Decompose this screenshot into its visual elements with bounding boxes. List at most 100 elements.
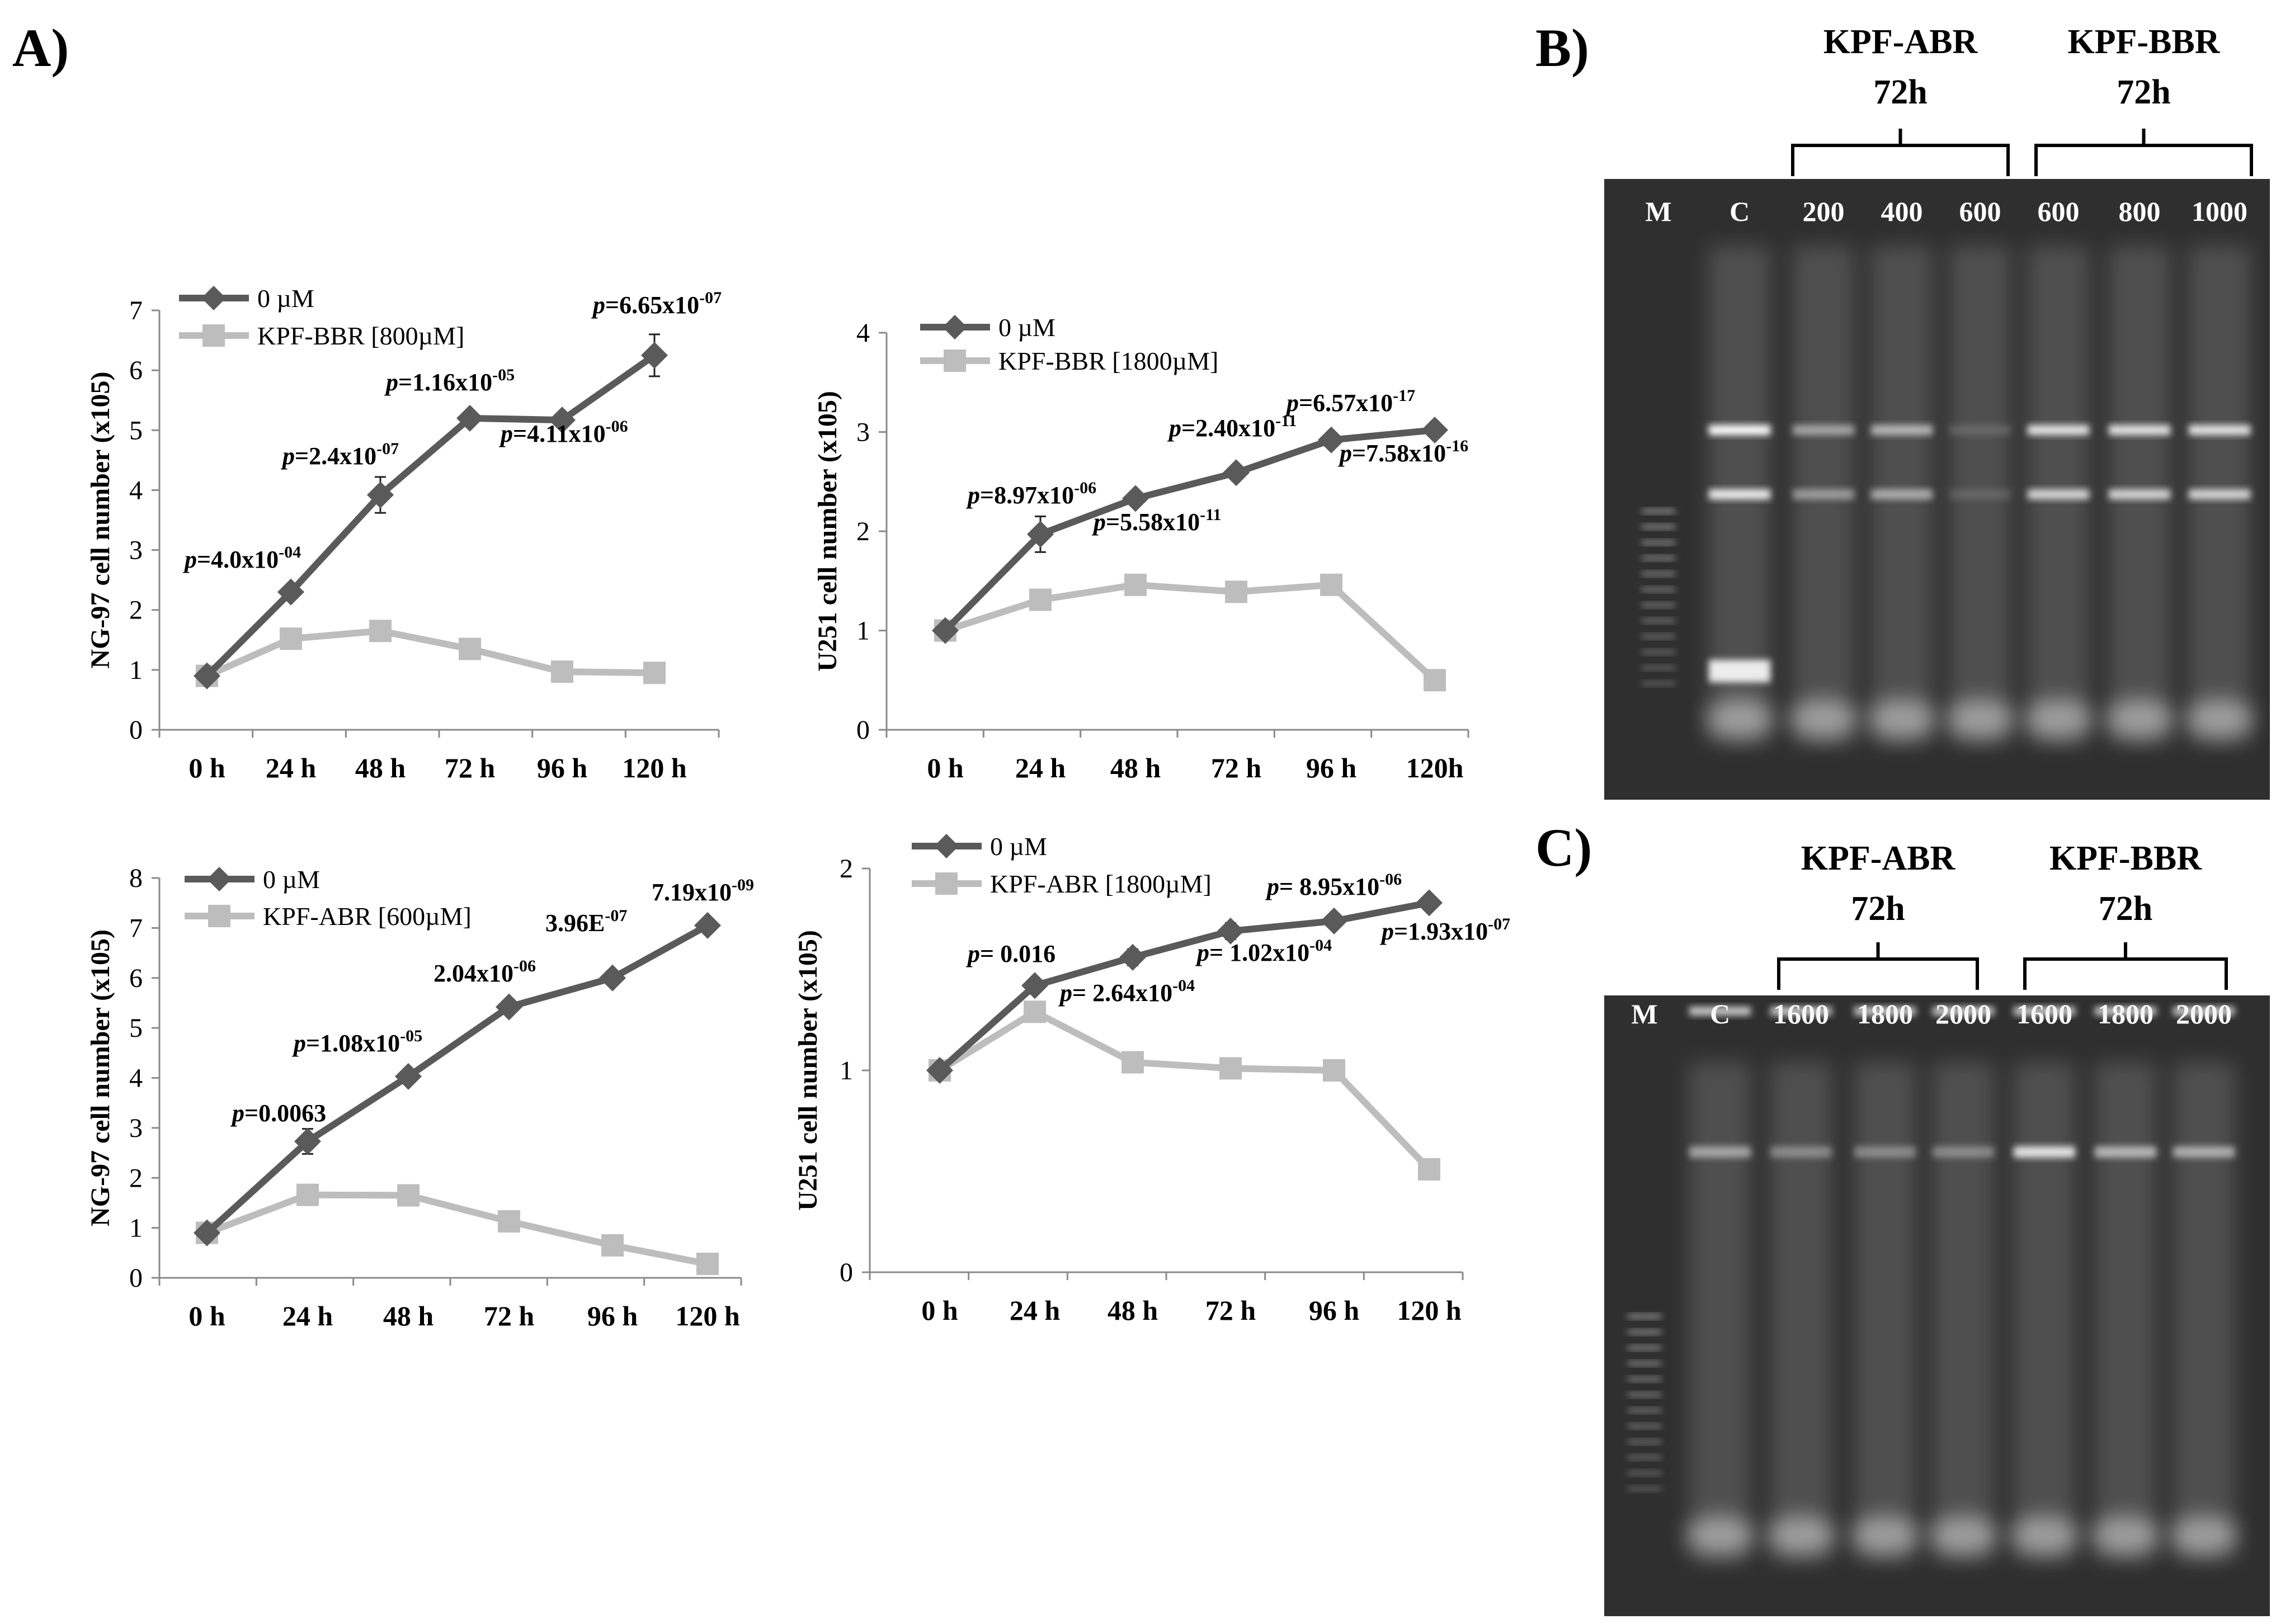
p-value-annotation: p= 1.02x10-04 (1195, 936, 1332, 966)
p-value-exponent: -07 (605, 907, 627, 925)
dna-band (1689, 1146, 1751, 1158)
dna-band-upper (2028, 425, 2089, 435)
p-value-exponent: -05 (492, 366, 515, 384)
p-value-exponent: -07 (699, 289, 722, 307)
ladder-band (1628, 1314, 1661, 1319)
x-tick-label: 0 h (189, 752, 225, 783)
y-tick-label: 0 (856, 715, 870, 745)
lane-bottom-glow (2186, 699, 2253, 738)
p-value-text: =1.08x10 (306, 1030, 400, 1057)
group-time-right: 72h (2099, 890, 2152, 928)
panel-label-a: A) (12, 18, 69, 78)
data-point-square (1029, 588, 1052, 611)
lane-bottom-glow (1868, 699, 1935, 738)
p-value-text: =4.0x10 (197, 546, 279, 573)
lane-bottom-glow (2106, 699, 2173, 738)
legend-label: KPF-ABR [600µM] (263, 902, 472, 931)
data-point-square (643, 662, 666, 684)
legend-marker (943, 315, 967, 339)
ladder-band (1628, 1486, 1661, 1491)
series-line (204, 352, 657, 678)
legend-marker (935, 872, 958, 895)
p-value-exponent: -05 (400, 1027, 422, 1045)
dna-band-upper (1871, 425, 1933, 435)
y-tick-label: 7 (129, 913, 143, 943)
p-symbol: p (498, 420, 513, 447)
dna-band-lower (2028, 489, 2089, 499)
dna-band (2095, 1146, 2156, 1158)
y-tick-label: 6 (129, 964, 143, 993)
y-tick-label: 0 (129, 1263, 143, 1293)
group-time-right: 72h (2117, 73, 2170, 111)
ladder-band (1628, 1455, 1661, 1460)
p-symbol: p (965, 481, 980, 509)
p-value-annotation: p=6.65x10-07 (591, 289, 722, 319)
lane-smear (2095, 1063, 2156, 1560)
p-value-exponent: -16 (1446, 437, 1468, 455)
p-value-annotation: p= 8.95x10-06 (1265, 870, 1402, 900)
p-value-text: 3.96E (545, 909, 605, 937)
data-point-diamond (395, 1063, 422, 1090)
p-symbol: p (1284, 389, 1299, 417)
y-tick-label: 1 (856, 616, 870, 646)
ladder-band (1642, 603, 1675, 607)
p-symbol: p (1167, 414, 1181, 442)
well-band (2095, 1007, 2156, 1016)
ladder-band (1642, 540, 1675, 545)
lane-label: 800 (2119, 196, 2161, 227)
p-value-exponent: -07 (376, 440, 399, 458)
p-value-exponent: -06 (606, 417, 628, 436)
data-point-diamond (694, 912, 721, 939)
data-point-diamond (1119, 943, 1146, 971)
y-tick-label: 2 (840, 854, 853, 884)
p-value-annotation: p=0.0063 (230, 1099, 326, 1127)
p-value-text: =1.16x10 (398, 369, 492, 396)
dna-band-lower (1949, 489, 2011, 499)
x-tick-label: 96 h (587, 1300, 638, 1332)
ladder-band (1628, 1392, 1661, 1397)
legend-label: KPF-BBR [800µM] (257, 322, 464, 350)
data-point-diamond (932, 617, 959, 644)
p-value-annotation: 2.04x10-06 (433, 957, 536, 987)
y-tick-label: 4 (856, 318, 870, 348)
p-symbol: p (291, 1030, 306, 1057)
x-tick-label: 0 h (927, 752, 964, 783)
y-tick-label: 3 (129, 1113, 143, 1143)
ladder-band (1642, 650, 1675, 654)
lane-label: 1000 (2192, 196, 2247, 227)
dna-band-upper (2109, 425, 2170, 435)
lane-bottom-glow (1851, 1516, 1919, 1555)
data-point-diamond (1122, 485, 1149, 512)
x-tick-label: 72 h (1205, 1295, 1256, 1326)
dna-band-lower (1871, 489, 1933, 499)
data-point-diamond (1321, 907, 1347, 934)
lane-smear (2014, 1063, 2075, 1560)
dna-band-upper (1949, 425, 2011, 435)
data-point-diamond (1027, 521, 1054, 548)
p-value-annotation: 3.96E-07 (545, 907, 627, 937)
legend-marker (944, 350, 966, 372)
p-value-text: = 1.02x10 (1209, 939, 1309, 966)
data-point-diamond (1416, 889, 1443, 917)
group-label-right: KPF-BBR (2067, 23, 2220, 61)
p-value-text: =0.0063 (244, 1099, 326, 1127)
well-band (1854, 1007, 1916, 1016)
y-tick-label: 2 (856, 517, 870, 546)
data-point-square (397, 1184, 420, 1207)
p-value-annotation: p=1.93x10-07 (1379, 915, 1510, 945)
ladder-band (1642, 681, 1675, 686)
y-tick-label: 2 (129, 596, 143, 625)
p-value-annotation: p=8.97x10-06 (965, 479, 1096, 509)
p-value-exponent: -11 (1200, 506, 1221, 524)
x-tick-label: 72 h (484, 1300, 535, 1332)
dna-band (1854, 1146, 1916, 1158)
y-tick-label: 1 (840, 1056, 853, 1085)
data-point-square (1024, 1000, 1046, 1023)
p-value-annotation: 7.19x10-09 (652, 876, 754, 906)
legend-marker (208, 905, 230, 927)
